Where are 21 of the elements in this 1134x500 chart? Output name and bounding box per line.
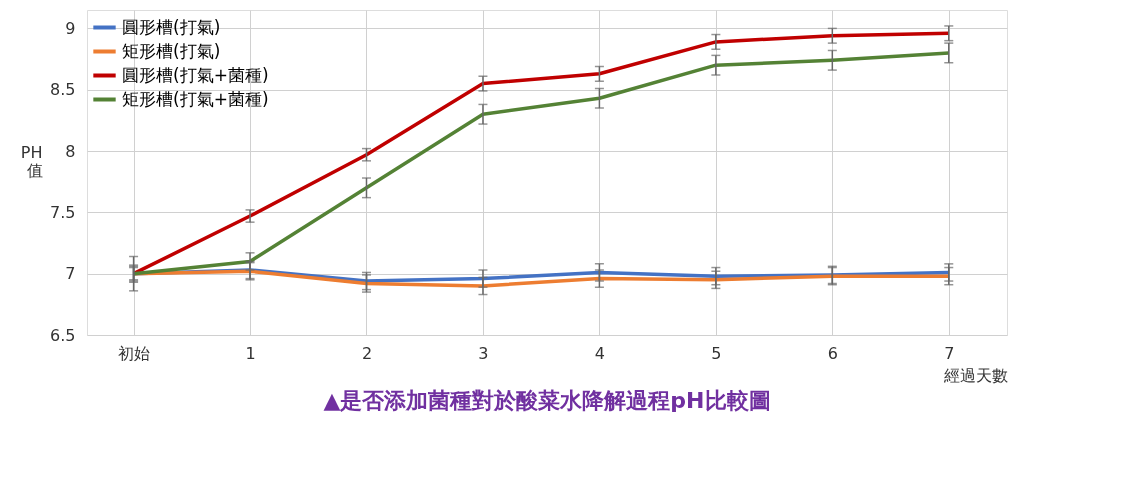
legend-label: 圓形槽(打氣): [122, 16, 221, 37]
y-tick-label: 9: [65, 18, 76, 38]
y-axis-title: PH 值: [20, 142, 43, 180]
x-tick-label: 5: [711, 343, 722, 363]
y-tick-label: 7.5: [50, 202, 76, 222]
x-tick-label: 初始: [118, 343, 151, 363]
x-tick-label: 3: [478, 343, 489, 363]
y-tick-label: 7: [65, 264, 76, 284]
text: ▲是否添加菌種對於酸菜水降解過程pH比較圖: [323, 388, 771, 413]
x-axis-title: 經過天數: [942, 365, 1008, 385]
y-tick-label: 6.5: [50, 325, 76, 345]
x-tick-label: 6: [827, 343, 838, 363]
x-tick-label: 4: [594, 343, 605, 363]
x-tick-label: 7: [944, 343, 955, 363]
legend-label: 矩形槽(打氣+菌種): [122, 88, 269, 109]
y-tick-label: 8: [65, 141, 76, 161]
x-tick-label: 1: [245, 343, 256, 363]
legend-label: 圓形槽(打氣+菌種): [122, 64, 269, 85]
legend-label: 矩形槽(打氣): [122, 40, 221, 61]
x-tick-label: 2: [361, 343, 373, 363]
y-tick-label: 8.5: [50, 80, 76, 100]
